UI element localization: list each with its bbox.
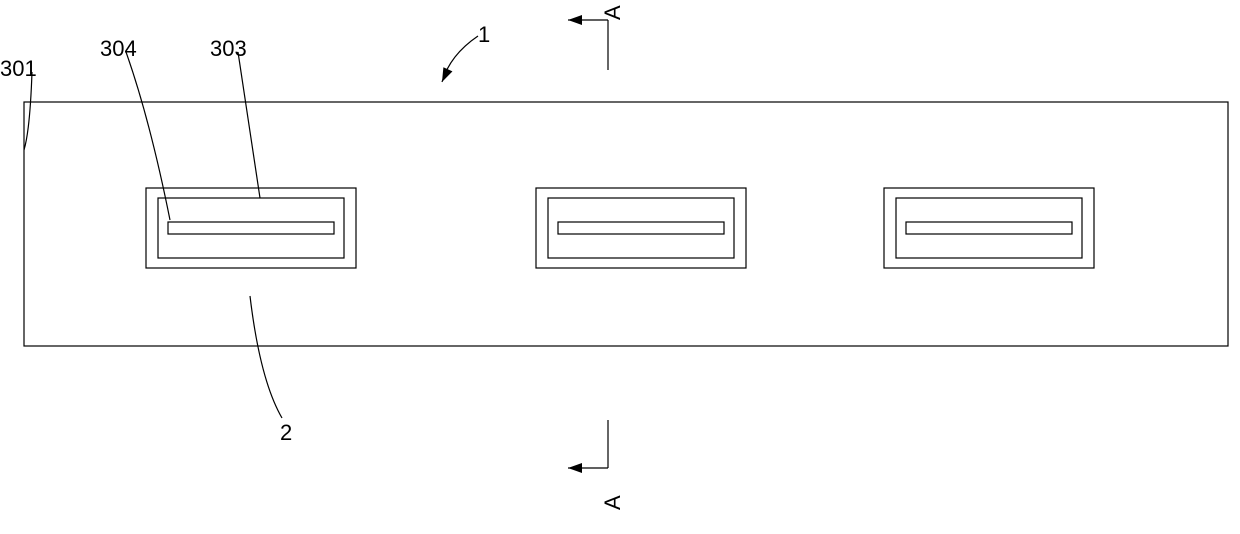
port-inner bbox=[158, 198, 344, 258]
port-slot bbox=[906, 222, 1072, 234]
port-outer bbox=[884, 188, 1094, 268]
label-1: 1 bbox=[478, 22, 490, 47]
port-inner bbox=[548, 198, 734, 258]
label-301: 301 bbox=[0, 56, 37, 81]
section-letter-bottom: A bbox=[600, 495, 625, 510]
leader-303 bbox=[238, 52, 260, 198]
leader-304 bbox=[126, 52, 170, 220]
label-304: 304 bbox=[100, 36, 137, 61]
port-slot bbox=[168, 222, 334, 234]
leader-2 bbox=[250, 296, 282, 418]
panel-outline bbox=[24, 102, 1228, 346]
label-2: 2 bbox=[280, 420, 292, 445]
port-outer bbox=[146, 188, 356, 268]
port-slot bbox=[558, 222, 724, 234]
label-303: 303 bbox=[210, 36, 247, 61]
port-inner bbox=[896, 198, 1082, 258]
leader-301 bbox=[24, 72, 32, 150]
section-letter-top: A bbox=[600, 5, 625, 20]
port-outer bbox=[536, 188, 746, 268]
